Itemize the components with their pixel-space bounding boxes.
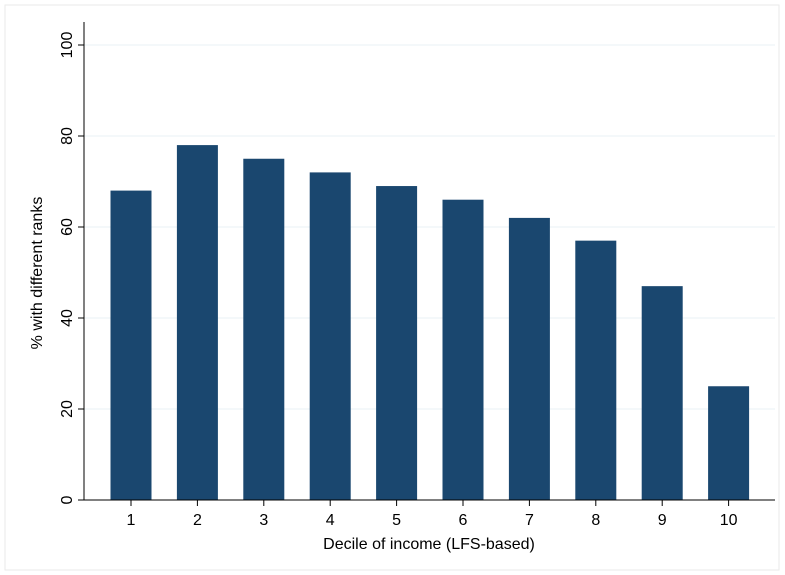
x-tick-label: 7 (525, 512, 534, 529)
bar (641, 286, 683, 500)
bar (176, 145, 218, 500)
x-tick-label: 3 (259, 512, 268, 529)
x-tick-label: 6 (459, 512, 468, 529)
y-tick-label: 0 (59, 495, 76, 504)
bar (110, 190, 152, 500)
bar (508, 217, 550, 500)
bar (708, 386, 750, 500)
bar (575, 240, 617, 500)
y-tick-label: 40 (59, 309, 76, 327)
x-axis-title: Decile of income (LFS-based) (323, 536, 535, 553)
y-tick-label: 80 (59, 127, 76, 145)
y-axis-title: % with different ranks (29, 197, 46, 350)
x-tick-label: 10 (720, 512, 738, 529)
x-tick-label: 8 (591, 512, 600, 529)
x-tick-label: 5 (392, 512, 401, 529)
x-tick-label: 1 (127, 512, 136, 529)
x-tick-label: 2 (193, 512, 202, 529)
bar (376, 186, 418, 501)
y-tick-label: 20 (59, 400, 76, 418)
bar (309, 172, 351, 500)
x-tick-label: 9 (658, 512, 667, 529)
y-tick-label: 100 (59, 32, 76, 59)
bar (442, 199, 484, 500)
y-tick-label: 60 (59, 218, 76, 236)
bar (243, 158, 285, 500)
x-tick-label: 4 (326, 512, 335, 529)
